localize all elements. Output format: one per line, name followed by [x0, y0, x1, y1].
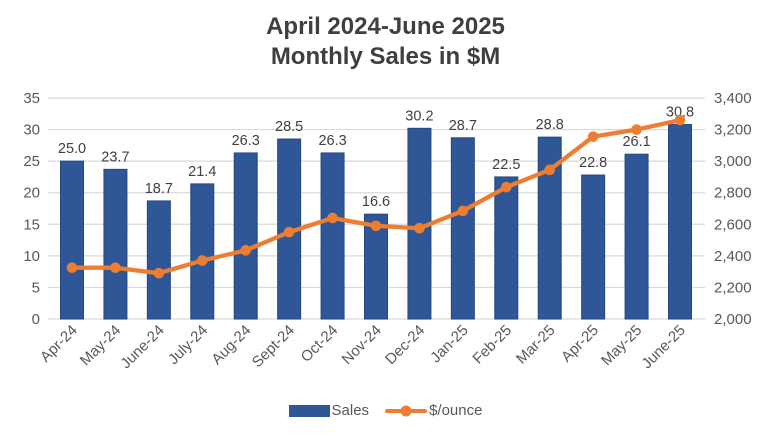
sales-bar [668, 124, 692, 320]
price-marker [196, 255, 208, 266]
price-marker [587, 131, 599, 142]
x-axis-label: Oct-24 [298, 322, 342, 366]
right-axis-tick: 3,000 [714, 153, 752, 170]
chart-title-line1: April 2024-June 2025 [266, 13, 505, 40]
sales-bar [146, 200, 171, 320]
sales-bar [103, 168, 128, 320]
left-axis-tick: 25 [23, 153, 40, 170]
price-marker [153, 267, 165, 279]
bar-value-label: 26.3 [318, 133, 346, 149]
sales-bar [364, 213, 388, 320]
price-marker [544, 164, 556, 176]
chart-legend: Sales $/ounce [0, 402, 771, 419]
x-axis-label: Feb-25 [469, 322, 515, 368]
x-axis-label: June-25 [638, 322, 688, 372]
bar-value-label: 28.5 [275, 119, 303, 135]
sales-bar [233, 152, 258, 320]
sales-bar [494, 176, 519, 320]
chart-title: April 2024-June 2025 Monthly Sales in $M [0, 12, 771, 72]
price-marker [457, 205, 469, 217]
x-axis-label: Apr-25 [558, 322, 602, 366]
right-axis-tick: 2,400 [714, 248, 752, 265]
x-axis-label: Aug-24 [208, 322, 254, 368]
right-axis-tick: 2,800 [714, 185, 752, 202]
sales-bar [581, 174, 606, 320]
sales-bar [450, 137, 475, 320]
x-axis-label: June-24 [117, 322, 167, 372]
legend-item-price: $/ounce [385, 402, 482, 419]
left-axis-tick: 10 [23, 248, 40, 265]
x-axis-label: May-25 [598, 322, 645, 369]
left-axis-tick: 35 [23, 90, 40, 107]
right-axis-tick: 2,600 [714, 216, 752, 233]
price-line-legend-dot [400, 405, 412, 416]
price-marker [631, 124, 642, 135]
x-axis-label: Jan-25 [427, 322, 471, 366]
x-axis-label: Nov-24 [339, 322, 385, 368]
right-axis-tick: 2,200 [714, 279, 752, 296]
bar-value-label: 23.7 [101, 149, 129, 165]
bar-value-label: 28.8 [536, 117, 564, 133]
x-axis-label: Sept-24 [249, 322, 298, 371]
price-marker [370, 220, 382, 232]
combo-chart-plot: 35 3,400 30 3,200 25 3,000 20 2,800 15 2,600 10 2,4… [23, 90, 752, 372]
chart-title-line2: Monthly Sales in $M [270, 43, 501, 70]
price-legend-label: $/ounce [429, 402, 483, 419]
legend-item-sales: Sales [288, 402, 370, 419]
right-axis-tick: 3,200 [714, 122, 752, 139]
price-marker [110, 262, 121, 273]
left-axis-tick: 0 [32, 311, 40, 328]
price-marker [327, 212, 338, 224]
price-marker [414, 222, 425, 234]
sales-legend-label: Sales [331, 402, 370, 419]
bar-value-label: 30.8 [666, 105, 694, 121]
x-axis-label: Dec-24 [382, 322, 428, 368]
left-axis-tick: 15 [23, 216, 40, 233]
price-marker [500, 181, 512, 193]
bar-value-label: 30.2 [405, 108, 433, 124]
bar-value-label: 28.7 [449, 118, 477, 134]
bar-value-label: 16.6 [362, 194, 390, 210]
right-axis-tick: 2,000 [714, 311, 752, 328]
bar-value-label: 22.8 [579, 155, 607, 171]
price-marker [66, 262, 78, 273]
bar-value-label: 26.3 [232, 133, 260, 149]
price-marker [283, 226, 295, 238]
sales-bar [320, 152, 345, 320]
right-axis-tick: 3,400 [714, 90, 752, 107]
left-axis-tick: 20 [23, 185, 40, 202]
price-line-legend-swatch [385, 405, 428, 416]
bar-value-label: 25.0 [58, 141, 86, 157]
sales-bar [624, 153, 649, 320]
bar-value-label: 22.5 [492, 157, 520, 173]
price-marker [240, 245, 252, 256]
bar-value-label: 18.7 [145, 181, 173, 197]
sales-bar [537, 136, 562, 320]
x-axis-label: Apr-24 [37, 322, 81, 366]
x-axis-label: July-24 [165, 322, 211, 368]
sales-bar [190, 183, 215, 320]
bar-value-label: 26.1 [622, 134, 650, 150]
price-marker [674, 114, 686, 126]
sales-bar-legend-swatch [288, 404, 330, 417]
left-axis-tick: 30 [23, 122, 40, 139]
x-axis-label: May-24 [77, 322, 124, 369]
sales-bar [60, 160, 84, 320]
left-axis-tick: 5 [32, 279, 40, 296]
x-axis-label: Mar-25 [513, 322, 559, 368]
bar-value-label: 21.4 [188, 164, 216, 180]
